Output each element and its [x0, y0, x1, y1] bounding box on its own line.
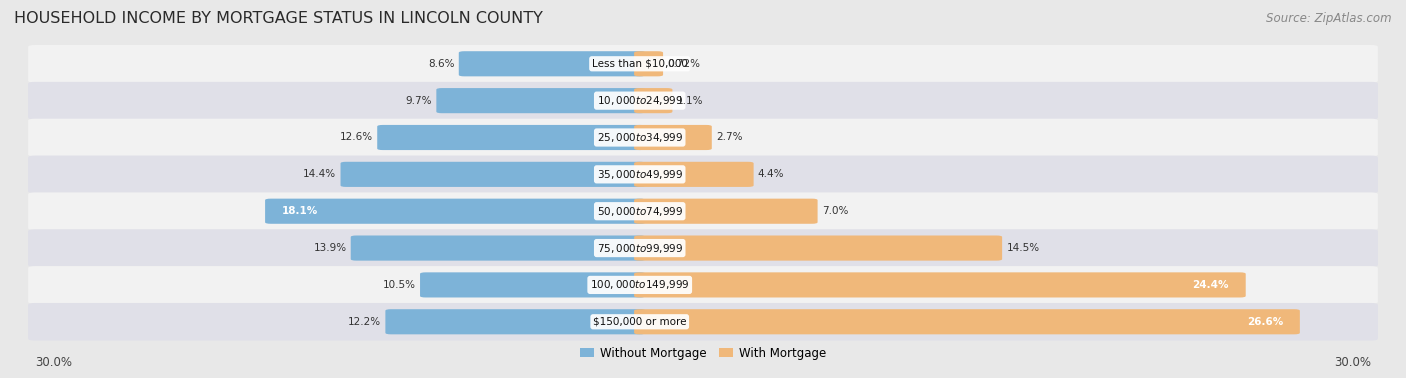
Text: 26.6%: 26.6%: [1247, 317, 1282, 327]
Text: $100,000 to $149,999: $100,000 to $149,999: [591, 279, 689, 291]
Text: 0.72%: 0.72%: [668, 59, 700, 69]
FancyBboxPatch shape: [634, 309, 1299, 335]
FancyBboxPatch shape: [634, 272, 1246, 297]
FancyBboxPatch shape: [634, 125, 711, 150]
FancyBboxPatch shape: [28, 45, 1378, 83]
FancyBboxPatch shape: [28, 192, 1378, 230]
FancyBboxPatch shape: [28, 266, 1378, 304]
FancyBboxPatch shape: [436, 88, 645, 113]
Text: $35,000 to $49,999: $35,000 to $49,999: [596, 168, 683, 181]
Text: $75,000 to $99,999: $75,000 to $99,999: [596, 242, 683, 254]
Text: 12.2%: 12.2%: [349, 317, 381, 327]
Text: 14.4%: 14.4%: [304, 169, 336, 179]
Text: $10,000 to $24,999: $10,000 to $24,999: [596, 94, 683, 107]
Text: 1.1%: 1.1%: [676, 96, 703, 105]
Text: Source: ZipAtlas.com: Source: ZipAtlas.com: [1267, 12, 1392, 25]
FancyBboxPatch shape: [458, 51, 645, 76]
Text: 7.0%: 7.0%: [821, 206, 848, 216]
FancyBboxPatch shape: [420, 272, 645, 297]
Text: 2.7%: 2.7%: [716, 133, 742, 143]
FancyBboxPatch shape: [634, 199, 818, 224]
FancyBboxPatch shape: [28, 82, 1378, 119]
Text: Less than $10,000: Less than $10,000: [592, 59, 688, 69]
FancyBboxPatch shape: [28, 303, 1378, 341]
FancyBboxPatch shape: [28, 119, 1378, 156]
FancyBboxPatch shape: [28, 229, 1378, 267]
Text: 8.6%: 8.6%: [427, 59, 454, 69]
Text: 30.0%: 30.0%: [1334, 356, 1371, 369]
Text: 14.5%: 14.5%: [1007, 243, 1039, 253]
FancyBboxPatch shape: [385, 309, 645, 335]
Text: 24.4%: 24.4%: [1192, 280, 1229, 290]
Text: 30.0%: 30.0%: [35, 356, 72, 369]
FancyBboxPatch shape: [28, 156, 1378, 193]
FancyBboxPatch shape: [377, 125, 645, 150]
Text: 13.9%: 13.9%: [314, 243, 346, 253]
FancyBboxPatch shape: [634, 235, 1002, 261]
FancyBboxPatch shape: [266, 199, 645, 224]
Text: $50,000 to $74,999: $50,000 to $74,999: [596, 205, 683, 218]
FancyBboxPatch shape: [634, 162, 754, 187]
Text: $25,000 to $34,999: $25,000 to $34,999: [596, 131, 683, 144]
Legend: Without Mortgage, With Mortgage: Without Mortgage, With Mortgage: [575, 342, 831, 364]
FancyBboxPatch shape: [340, 162, 645, 187]
Text: HOUSEHOLD INCOME BY MORTGAGE STATUS IN LINCOLN COUNTY: HOUSEHOLD INCOME BY MORTGAGE STATUS IN L…: [14, 11, 543, 26]
Text: 10.5%: 10.5%: [382, 280, 416, 290]
Text: $150,000 or more: $150,000 or more: [593, 317, 686, 327]
Text: 18.1%: 18.1%: [283, 206, 318, 216]
Text: 9.7%: 9.7%: [406, 96, 432, 105]
FancyBboxPatch shape: [634, 51, 664, 76]
Text: 4.4%: 4.4%: [758, 169, 785, 179]
Text: 12.6%: 12.6%: [340, 133, 373, 143]
FancyBboxPatch shape: [350, 235, 645, 261]
FancyBboxPatch shape: [634, 88, 672, 113]
